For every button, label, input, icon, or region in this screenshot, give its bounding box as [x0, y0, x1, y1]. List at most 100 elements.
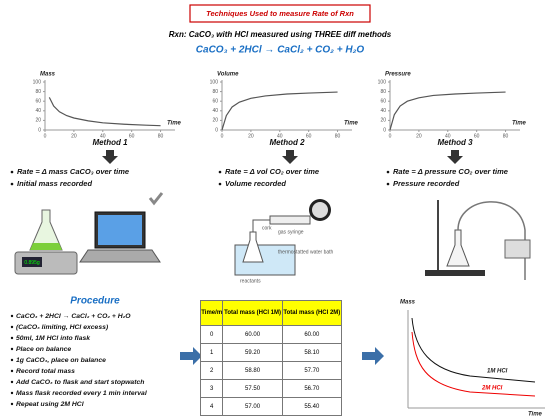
syringe-setup: cork gas syringe thermostatted water bat…: [234, 199, 334, 284]
table-cell: 57.00: [222, 397, 283, 416]
bullet-text: Pressure recorded: [393, 179, 460, 188]
y-tick-label: 60: [380, 99, 386, 105]
x-tick-label: 40: [100, 133, 106, 139]
table-cell: 59.20: [222, 343, 283, 362]
y-tick-label: 40: [212, 108, 218, 114]
procedure-item: Repeat using 2M HCl: [16, 401, 84, 408]
x-tick-label: 20: [71, 133, 77, 139]
arrows: [102, 150, 463, 164]
x-tick-label: 0: [221, 133, 224, 139]
curve-1m: [411, 317, 536, 383]
x-tick-label: 0: [389, 133, 392, 139]
y-tick-label: 100: [210, 79, 219, 85]
table-cell: 1: [199, 343, 224, 362]
curve-2m: [411, 331, 536, 397]
flow-arrows: [180, 347, 384, 365]
result-graph: Mass Time 1M HCl 2M HCl: [400, 300, 545, 418]
bullet: [10, 380, 14, 384]
table-cell: 2: [199, 361, 224, 380]
bullet: [10, 347, 14, 351]
method-label: Method 1: [92, 138, 128, 147]
x-tick-label: 60: [129, 133, 135, 139]
y-tick-label: 80: [380, 89, 386, 95]
label: thermostatted water bath: [278, 249, 334, 255]
y-tick-label: 0: [383, 127, 386, 133]
table-cell: 0: [199, 325, 224, 344]
equation: CaCO₃ + 2HCl → CaCl₂ + CO₂ + H₂O: [196, 45, 365, 56]
bullet: [10, 336, 14, 340]
procedure-item: 1g CaCO₃, place on balance: [16, 357, 106, 364]
procedure-item: 50ml, 1M HCl into flask: [16, 335, 91, 342]
table-row: 1 59.20 58.10: [199, 343, 343, 362]
y-tick-label: 100: [33, 79, 42, 85]
bullet: [10, 369, 14, 373]
label: reactants: [240, 278, 261, 284]
bullet: [386, 170, 390, 174]
procedure-item: Add CaCO₃ to flask and start stopwatch: [15, 379, 144, 386]
bullet: [10, 170, 14, 174]
procedure-item: (CaCO₃ limiting, HCl excess): [16, 324, 109, 331]
y-label: Pressure: [385, 72, 411, 78]
title-box: [189, 4, 371, 23]
curve: [48, 97, 161, 127]
data-table: Time/m Total mass (HCl 1M) Total mass (HCl…: [199, 300, 343, 416]
x-tick-label: 60: [306, 133, 312, 139]
y-tick-label: 80: [35, 89, 41, 95]
table-row: 3 57.50 56.70: [199, 379, 343, 398]
x-tick-label: 20: [248, 133, 254, 139]
x-tick-label: 80: [335, 133, 341, 139]
table-row: 4 57.00 55.40: [199, 397, 343, 416]
balance-display: 0.895g: [24, 260, 40, 266]
legend: 2M HCl: [481, 386, 503, 392]
table-header: Total mass (HCl 2M): [281, 300, 343, 326]
procedure-item: Mass flask recorded every 1 min interval: [16, 390, 147, 397]
y-label: Mass: [40, 72, 56, 78]
bullet: [10, 314, 14, 318]
procedure-item: Place on balance: [16, 346, 71, 353]
y-tick-label: 80: [212, 89, 218, 95]
procedure-item: Record total mass: [16, 368, 75, 375]
table-cell: 56.70: [281, 379, 343, 398]
reaction: Rxn: CaCO₃ with HCl measured using THREE…: [169, 30, 392, 39]
x-label: Time: [344, 121, 359, 127]
table-cell: 3: [199, 379, 224, 398]
x-tick-label: 60: [474, 133, 480, 139]
table-cell: 60.00: [222, 325, 283, 344]
y-tick-label: 20: [35, 118, 41, 124]
bullet: [10, 182, 14, 186]
bullet-text: Rate = Δ pressure CO₂ over time: [393, 167, 508, 176]
label: cork: [262, 225, 272, 231]
x-tick-label: 80: [503, 133, 509, 139]
y-label: Mass: [400, 300, 416, 306]
y-tick-label: 0: [215, 127, 218, 133]
y-tick-label: 20: [380, 118, 386, 124]
x-tick-label: 80: [158, 133, 164, 139]
x-tick-label: 40: [277, 133, 283, 139]
legend: 1M HCl: [487, 369, 508, 375]
method-label: Method 2: [269, 138, 305, 147]
title: Techniques Used to measure Rate of Rxn: [206, 9, 354, 18]
table-header: Time/m: [199, 300, 224, 326]
bullet-text: Rate = Δ mass CaCO₃ over time: [17, 167, 129, 176]
curve: [389, 91, 506, 131]
x-label: Time: [528, 412, 543, 418]
table-cell: 60.00: [281, 325, 343, 344]
table-cell: 58.80: [222, 361, 283, 380]
bullet: [10, 358, 14, 362]
bullet: [10, 402, 14, 406]
x-label: Time: [512, 121, 527, 127]
y-tick-label: 40: [380, 108, 386, 114]
label: gas syringe: [278, 229, 304, 235]
x-label: Time: [167, 121, 182, 127]
bullet: [10, 325, 14, 329]
table-row: 2 58.80 57.70: [199, 361, 343, 380]
y-tick-label: 0: [38, 127, 41, 133]
table-cell: 57.50: [222, 379, 283, 398]
table-cell: 55.40: [281, 397, 343, 416]
x-tick-label: 40: [445, 133, 451, 139]
x-tick-label: 0: [44, 133, 47, 139]
curve: [221, 91, 338, 131]
y-tick-label: 40: [35, 108, 41, 114]
